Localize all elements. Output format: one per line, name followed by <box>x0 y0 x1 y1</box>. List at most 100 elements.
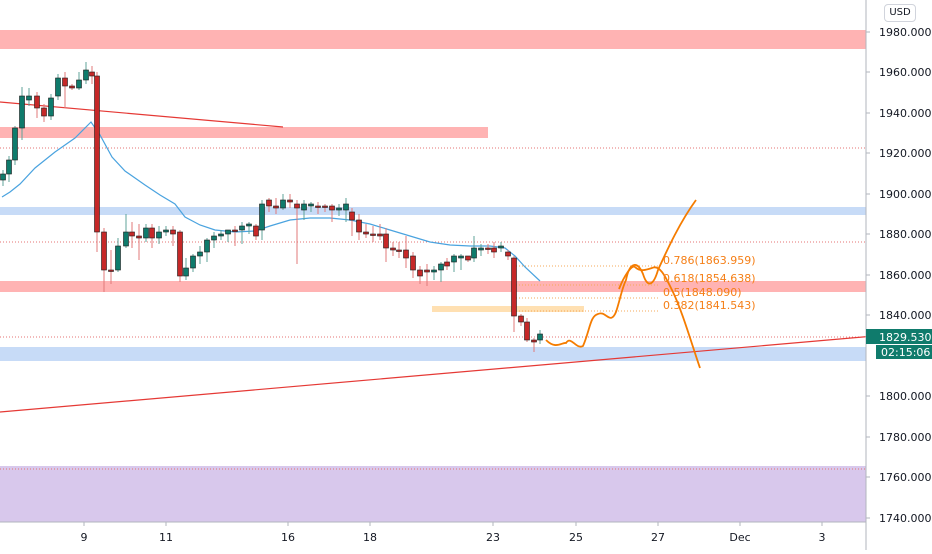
bullish-candle <box>246 223 252 227</box>
currency-button[interactable]: USD <box>884 4 916 22</box>
bullish-candle <box>537 333 543 341</box>
time-tick: 9 <box>81 522 88 544</box>
bullish-candle <box>123 231 129 247</box>
bearish-candle <box>89 71 95 77</box>
price-tick: 1840.000 <box>866 309 932 322</box>
bearish-candle <box>136 235 142 239</box>
svg-text:1980.000: 1980.000 <box>879 26 932 39</box>
time-tick: 11 <box>159 522 173 544</box>
price-tick: 1920.000 <box>866 147 932 160</box>
bearish-candle <box>287 199 293 203</box>
bullish-candle <box>143 227 149 239</box>
svg-text:18: 18 <box>363 531 377 544</box>
bearish-candle <box>417 269 423 277</box>
svg-text:11: 11 <box>159 531 173 544</box>
price-tick: 1860.000 <box>866 269 932 282</box>
bullish-candle <box>55 77 61 97</box>
bullish-candle <box>471 247 477 259</box>
svg-text:Dec: Dec <box>729 531 750 544</box>
last-price-badge: 1829.530 02:15:06 <box>866 329 932 359</box>
moving-average-line <box>1 121 541 282</box>
bearish-candle <box>491 247 497 253</box>
bearish-candle <box>465 255 471 261</box>
time-axis[interactable]: 9 11 16 18 23 25 27 Dec 3 <box>81 522 826 544</box>
bearish-candle <box>34 95 40 109</box>
svg-text:3: 3 <box>819 531 826 544</box>
bearish-candle <box>170 229 176 235</box>
svg-text:27: 27 <box>651 531 665 544</box>
ascending-trendline[interactable] <box>0 330 932 413</box>
time-tick: 25 <box>569 522 583 544</box>
svg-text:1860.000: 1860.000 <box>879 269 932 282</box>
price-tick: 1760.000 <box>866 471 932 484</box>
bearish-candle <box>294 203 300 209</box>
bullish-candle <box>6 159 12 175</box>
bearish-candle <box>108 269 114 272</box>
bullish-candle <box>451 255 457 263</box>
bearish-candle <box>518 315 524 323</box>
resistance-zone-1980 <box>0 30 866 49</box>
bearish-candle <box>396 249 402 252</box>
bullish-candle <box>498 245 504 249</box>
price-tick: 1940.000 <box>866 107 932 120</box>
price-tick: 1740.000 <box>866 512 932 525</box>
bullish-candle <box>458 255 464 259</box>
svg-text:1900.000: 1900.000 <box>879 188 932 201</box>
support-zone-1892 <box>0 207 866 215</box>
bearish-candle <box>356 219 362 233</box>
time-tick: 27 <box>651 522 665 544</box>
svg-text:1760.000: 1760.000 <box>879 471 932 484</box>
bullish-candle <box>308 203 314 207</box>
resistance-zone-1855 <box>0 281 866 292</box>
svg-text:23: 23 <box>486 531 500 544</box>
price-tick: 1980.000 <box>866 26 932 39</box>
orange-band <box>432 306 584 312</box>
bearish-candle <box>266 199 272 207</box>
bullish-candle <box>19 95 25 129</box>
bearish-candle <box>485 247 491 250</box>
price-tick: 1880.000 <box>866 228 932 241</box>
fib-label-0786: 0.786(1863.959) <box>663 254 756 267</box>
time-tick: 3 <box>819 522 826 544</box>
descending-trendline[interactable] <box>0 101 284 128</box>
svg-text:1960.000: 1960.000 <box>879 66 932 79</box>
bearish-candle <box>273 205 279 209</box>
bearish-candle <box>370 233 376 236</box>
bearish-candle <box>253 225 259 237</box>
svg-text:1740.000: 1740.000 <box>879 512 932 525</box>
price-tick: 1780.000 <box>866 431 932 444</box>
price-tick: 1800.000 <box>866 390 932 403</box>
fib-labels: 0.786(1863.959) 0.618(1854.638) 0.5(1848… <box>663 254 756 312</box>
fib-label-0382: 0.382(1841.543) <box>663 299 756 312</box>
bearish-candle <box>349 211 355 221</box>
price-axis[interactable]: 1980.000 1960.000 1940.000 1920.000 1900… <box>866 26 932 525</box>
support-zone-1820 <box>0 347 866 361</box>
bullish-candle <box>259 203 265 231</box>
bullish-candle <box>26 95 32 101</box>
svg-text:25: 25 <box>569 531 583 544</box>
bearish-candle <box>383 233 389 249</box>
svg-text:1880.000: 1880.000 <box>879 228 932 241</box>
bullish-candle <box>83 69 89 81</box>
bearish-candle <box>531 339 537 343</box>
bearish-candle <box>129 231 135 237</box>
bullish-candle <box>183 267 189 277</box>
bearish-candle <box>315 205 321 208</box>
fib-label-0618: 0.618(1854.638) <box>663 272 756 285</box>
bullish-candle <box>301 203 307 211</box>
bullish-candle <box>336 207 342 211</box>
svg-text:1840.000: 1840.000 <box>879 309 932 322</box>
bearish-projection <box>618 265 701 369</box>
bullish-candle <box>211 235 217 241</box>
bearish-candle <box>363 231 369 235</box>
bullish-candle <box>156 231 162 239</box>
bullish-candle <box>343 203 349 211</box>
bearish-candle <box>444 261 450 267</box>
bearish-candle <box>94 75 100 233</box>
bearish-candle <box>177 231 183 277</box>
bearish-candle <box>390 247 396 251</box>
candlesticks <box>0 62 543 352</box>
bar-countdown: 02:15:06 <box>881 346 930 359</box>
